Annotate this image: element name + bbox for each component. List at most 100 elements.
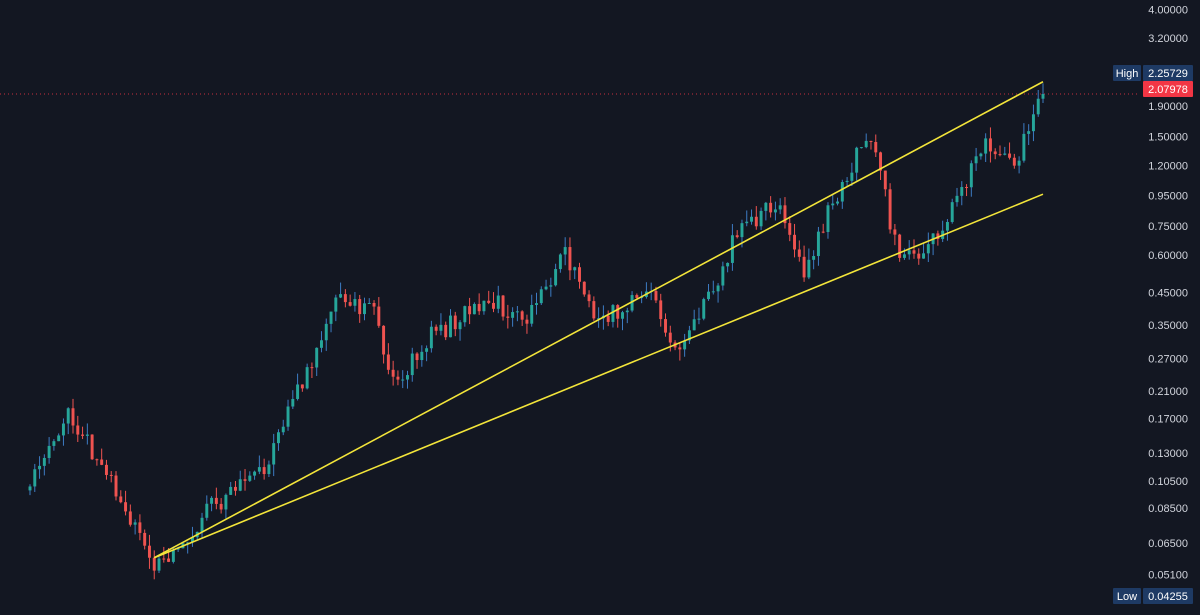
- candle-body: [176, 548, 180, 550]
- candle-body: [477, 303, 481, 312]
- candle: [324, 318, 328, 351]
- candle: [769, 196, 773, 218]
- candle: [511, 307, 515, 327]
- candle-body: [668, 332, 672, 343]
- candle-body: [358, 299, 362, 315]
- candle: [329, 311, 333, 333]
- candle-body: [654, 291, 658, 301]
- last-price-badge-value-bg: [1143, 81, 1193, 97]
- candle-body: [621, 312, 624, 319]
- candle: [678, 342, 682, 361]
- candle: [535, 292, 538, 315]
- candle-body: [702, 299, 706, 319]
- candle-body: [329, 311, 333, 324]
- candle: [840, 179, 844, 209]
- candle-body: [879, 152, 883, 171]
- candle-body: [310, 367, 314, 369]
- candle-body: [42, 457, 46, 466]
- candle-body: [152, 557, 156, 571]
- candle: [855, 146, 859, 181]
- candle-body: [449, 315, 452, 338]
- candle: [845, 177, 849, 187]
- candle-body: [267, 464, 271, 475]
- candle: [974, 147, 978, 171]
- candle-body: [406, 375, 409, 380]
- candle-body: [807, 259, 811, 278]
- candle-body: [95, 459, 99, 461]
- candle-body: [1036, 98, 1040, 115]
- price-badges: High 2.25729 2.07978 Low 0.04255: [1113, 65, 1193, 604]
- candle-body: [1017, 160, 1021, 166]
- candle: [305, 363, 309, 390]
- candle-body: [339, 294, 343, 298]
- candle: [912, 239, 916, 259]
- candle-body: [597, 318, 601, 320]
- candle: [955, 187, 959, 207]
- candle-body: [635, 295, 639, 298]
- candle: [759, 207, 763, 230]
- candle-body: [281, 426, 285, 433]
- candle-body: [114, 475, 118, 497]
- last-price-badge: 2.07978: [1143, 81, 1193, 97]
- candle: [797, 240, 801, 262]
- candle-body: [530, 304, 534, 324]
- candle-body: [463, 306, 467, 323]
- candle-body: [812, 256, 816, 260]
- candle-body: [229, 486, 233, 495]
- candle-body: [296, 384, 300, 399]
- y-tick-label: 0.06500: [1148, 538, 1188, 550]
- candle-body: [969, 163, 973, 188]
- candle: [253, 470, 257, 480]
- candle: [721, 261, 725, 291]
- candle: [429, 320, 433, 353]
- candle-body: [616, 305, 620, 319]
- candle: [492, 292, 495, 313]
- y-tick-label: 0.05100: [1148, 569, 1188, 581]
- candle-body: [396, 376, 400, 380]
- candle-body: [28, 486, 32, 491]
- candle: [993, 148, 997, 160]
- candle-body: [563, 247, 567, 255]
- candle-body: [391, 369, 395, 377]
- candle: [907, 240, 911, 260]
- candle-body: [721, 266, 725, 286]
- candle: [157, 554, 161, 574]
- trendlines[interactable]: [153, 81, 1044, 559]
- candle: [272, 433, 276, 477]
- candle: [224, 493, 228, 519]
- candle: [114, 471, 118, 501]
- candle-body: [716, 285, 720, 292]
- candle-body: [425, 348, 429, 352]
- candle-body: [907, 250, 911, 255]
- candle: [219, 498, 223, 514]
- candle: [1027, 124, 1031, 146]
- candle: [1008, 142, 1012, 160]
- candle: [138, 514, 142, 541]
- candle: [487, 290, 491, 305]
- candle-body: [773, 209, 777, 213]
- candle: [965, 184, 969, 197]
- candle-body: [224, 494, 228, 510]
- candle-body: [1041, 94, 1045, 99]
- candle-body: [315, 347, 319, 368]
- candle-body: [902, 254, 906, 258]
- candle-body: [410, 353, 414, 376]
- candle: [248, 471, 252, 482]
- candle-body: [855, 147, 859, 173]
- candle-body: [367, 302, 371, 304]
- candle-body: [171, 549, 175, 562]
- candlesticks[interactable]: [28, 83, 1045, 580]
- candle-body: [286, 406, 290, 427]
- candle-body: [386, 354, 390, 370]
- high-badge-value-bg: [1143, 65, 1193, 81]
- low-badge-value: 0.04255: [1148, 591, 1188, 603]
- candle-body: [415, 353, 419, 361]
- candle: [917, 248, 921, 265]
- candle-body: [33, 469, 37, 487]
- candle: [874, 134, 878, 157]
- candle-body: [687, 330, 691, 341]
- candle-body: [769, 202, 773, 213]
- price-axis[interactable]: 4.00000 3.20000 1.90000 1.50000 1.20000 0.950…: [1148, 4, 1188, 581]
